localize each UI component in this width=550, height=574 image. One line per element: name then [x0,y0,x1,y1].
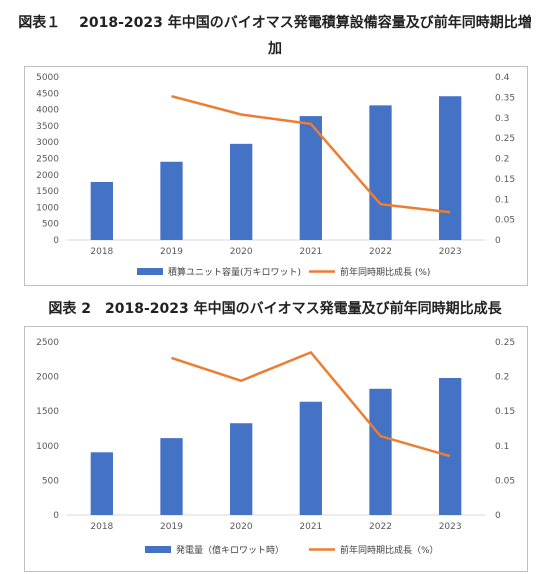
chart1-y-right-tick: 0.25 [495,134,515,144]
chart1-y-right-tick: 0.35 [495,93,515,103]
chart1-y-left-tick: 0 [53,236,59,246]
chart2-x-tick: 2021 [299,522,322,532]
chart2-y-left-tick: 2000 [36,373,59,383]
chart2-x-tick: 2023 [439,522,462,532]
chart2-svg: 0 500 1000 1500 2000 2500 0 0.05 0.1 0.15 0.2 0.25 2… [36,338,515,556]
chart2-y-left-tick: 1500 [36,407,59,417]
chart2-y-left-tick: 0 [53,511,59,521]
chart1-legend-line-label: 前年同時期比成長 (%) [340,266,430,278]
chart1-bar [160,161,183,240]
chart2-bar [439,377,462,515]
chart2-bar [299,401,322,515]
chart2-legend-line-label: 前年同時期比成長（%） [340,544,439,556]
chart1-title-line1: 図表１ 2018-2023 年中国のバイオマス発電積算設備容量及び前年同時期比増 [18,15,532,31]
chart1-y-left-tick: 4000 [36,106,59,116]
chart2-line-series [171,351,451,458]
chart2-x-tick: 2020 [230,522,253,532]
chart2-y-right-tick: 0.2 [495,373,509,383]
chart1-bar [299,116,322,240]
chart2-y-right-tick: 0.25 [495,338,515,348]
chart1-y-right-tick: 0.2 [495,155,509,165]
chart1-y-left-tick: 5000 [36,73,59,83]
chart2-legend-bar-swatch [145,546,171,553]
chart2-bar [90,452,113,515]
chart2-panel: 0 500 1000 1500 2000 2500 0 0.05 0.1 0.15 0.2 0.25 2… [24,326,528,572]
chart1-legend-bar-swatch [137,268,163,275]
chart1-y-right-tick: 0 [495,236,501,246]
chart1-panel: 0 500 1000 1500 2000 2500 3000 3500 4000 4500 5000… [24,66,528,286]
chart1-x-tick: 2022 [369,247,392,257]
chart2-y-left-tick: 2500 [36,338,59,348]
chart1-y-left-tick: 500 [42,220,59,230]
chart1-x-tick: 2021 [299,247,322,257]
chart2-title: 図表 2 2018-2023 年中国のバイオマス発電量及び前年同時期比成長 [48,301,502,317]
chart1-x-tick: 2018 [90,247,113,257]
chart1-y-right-tick: 0.15 [495,175,515,185]
chart1-y-right-tick: 0.4 [495,73,510,83]
chart2-x-tick: 2022 [369,522,392,532]
chart1-y-left-tick: 1500 [36,187,59,197]
chart1-bar [369,105,392,240]
chart1-bar [439,96,462,240]
chart2-bar [230,423,253,515]
chart1-title-line2: 加 [268,41,282,57]
chart2-y-left-tick: 1000 [36,442,59,452]
chart1-legend-bar-label: 積算ユニット容量(万キロワット) [168,266,301,278]
chart1-y-left-tick: 3500 [36,122,59,132]
chart1-line-series [171,94,451,214]
chart1-y-right-tick: 0.1 [495,195,509,205]
chart1-bar [90,181,113,240]
chart2-y-right-tick: 0.15 [495,407,515,417]
chart2-x-tick: 2018 [90,522,113,532]
chart1-svg: 0 500 1000 1500 2000 2500 3000 3500 4000 4500 5000… [36,73,515,278]
chart1-y-right-tick: 0.05 [495,216,515,226]
chart1-bar [230,143,253,240]
chart2-y-right-tick: 0.1 [495,442,509,452]
chart2-legend-bar-label: 発電量（億キロワット時） [176,544,284,556]
chart1-y-left-tick: 2000 [36,171,59,181]
chart1-y-left-tick: 2500 [36,155,59,165]
chart2-bar [369,388,392,515]
chart2-x-tick: 2019 [160,522,183,532]
chart1-y-left-tick: 4500 [36,89,59,99]
chart1-y-left-tick: 3000 [36,138,59,148]
chart2-y-right-tick: 0 [495,511,501,521]
chart2-y-left-tick: 500 [42,476,59,486]
chart1-y-right-tick: 0.3 [495,114,509,124]
chart1-y-left-tick: 1000 [36,203,59,213]
chart1-x-tick: 2020 [230,247,253,257]
chart1-x-tick: 2019 [160,247,183,257]
chart2-y-right-tick: 0.05 [495,476,515,486]
chart1-x-tick: 2023 [439,247,462,257]
chart2-bar [160,438,183,515]
